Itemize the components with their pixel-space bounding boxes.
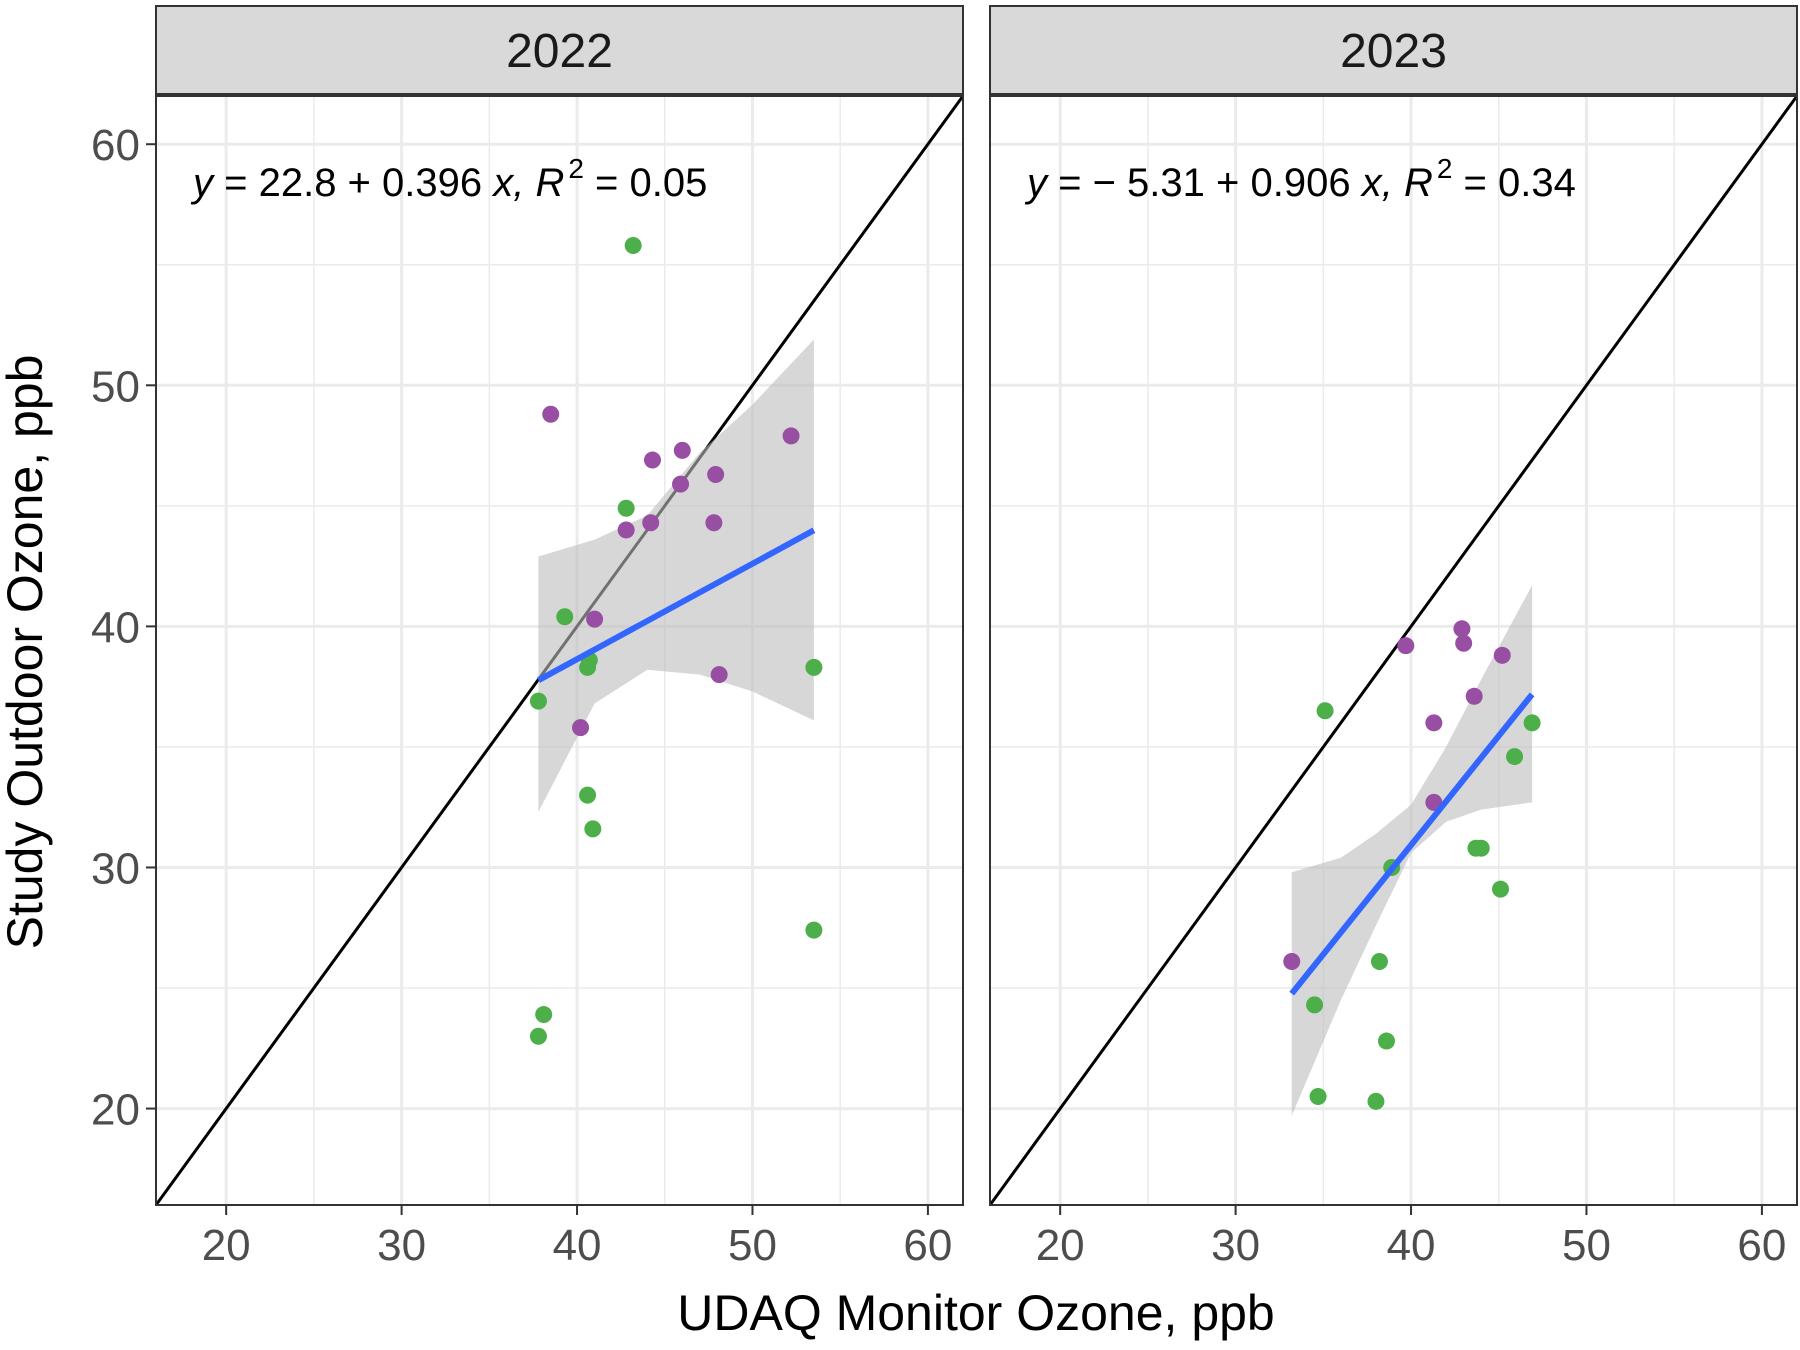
data-point-green [624, 236, 642, 254]
equation-x-var: x [491, 161, 515, 205]
data-point-purple [1493, 646, 1511, 664]
x-tick-label: 40 [553, 1221, 602, 1270]
confidence-ribbon [1291, 585, 1533, 1116]
panel-border [989, 95, 1798, 1206]
facet-strip [989, 5, 1798, 95]
facet-strip [155, 5, 964, 95]
equation-body: = 22.8 + 0.396 [213, 161, 493, 205]
y-tick-label: 50 [91, 362, 140, 411]
data-point-green [529, 1027, 547, 1045]
x-tick-label: 30 [1211, 1221, 1260, 1270]
data-point-purple [707, 466, 725, 484]
y-tick-label: 30 [91, 844, 140, 893]
facet-strip-label: 2022 [506, 25, 613, 78]
data-point-green [805, 921, 823, 939]
data-point-green [1523, 714, 1541, 732]
data-point-green [1367, 1092, 1385, 1110]
y-tick-label: 40 [91, 603, 140, 652]
facet-strip-label: 2023 [1340, 25, 1447, 78]
equation-r-label: , R [1382, 161, 1433, 205]
data-points [529, 236, 823, 1045]
x-tick-label: 60 [1737, 1221, 1786, 1270]
data-point-purple [1453, 620, 1471, 638]
data-point-green [1377, 1032, 1395, 1050]
data-point-green [1370, 953, 1388, 971]
data-point-green [579, 786, 597, 804]
equation-r-value: = 0.34 [1452, 161, 1575, 205]
data-point-green [584, 820, 602, 838]
plot-content [990, 96, 1797, 1205]
data-point-green [556, 608, 574, 626]
data-point-green [1492, 880, 1510, 898]
equation-x-var: x [1360, 161, 1384, 205]
data-point-purple [617, 521, 635, 539]
data-point-purple [542, 405, 560, 423]
data-point-purple [642, 514, 660, 532]
panel-border [155, 95, 964, 1206]
data-points [1283, 620, 1541, 1110]
data-point-purple [586, 610, 604, 628]
data-point-green [1316, 702, 1334, 720]
data-point-purple [782, 427, 800, 445]
y-axis: 20 30 40 50 60 [91, 121, 156, 1135]
data-point-green [805, 658, 823, 676]
data-point-purple [1397, 637, 1415, 655]
x-axis-title: UDAQ Monitor Ozone, ppb [677, 1285, 1275, 1341]
y-tick-label: 20 [91, 1086, 140, 1135]
data-point-purple [710, 666, 728, 684]
data-point-purple [673, 441, 691, 459]
regression-line [537, 527, 816, 683]
equation-r-superscript: 2 [568, 153, 584, 184]
confidence-ribbon [538, 339, 814, 812]
data-point-green [1306, 996, 1324, 1014]
x-tick-label: 20 [202, 1221, 251, 1270]
equation-y-var: y [190, 161, 216, 205]
data-point-green [1309, 1088, 1327, 1106]
equation-r-superscript: 2 [1437, 153, 1453, 184]
data-point-purple [643, 451, 661, 469]
data-point-purple [1425, 714, 1443, 732]
y-axis-title: Study Outdoor Ozone, ppb [0, 355, 53, 950]
regression-line [1289, 692, 1535, 996]
data-point-green [535, 1006, 553, 1024]
equation-r-label: , R [513, 161, 564, 205]
x-tick-label: 30 [377, 1221, 426, 1270]
x-tick-label: 40 [1387, 1221, 1436, 1270]
x-axis: 20 30 40 50 60 [1036, 1205, 1786, 1270]
data-point-green [1472, 839, 1490, 857]
identity-line [990, 96, 1797, 1205]
x-tick-label: 60 [903, 1221, 952, 1270]
x-tick-label: 20 [1036, 1221, 1085, 1270]
data-point-purple [1465, 687, 1483, 705]
equation-body: = − 5.31 + 0.906 [1047, 161, 1362, 205]
x-axis: 20 30 40 50 60 [202, 1205, 952, 1270]
plot-content [156, 96, 963, 1205]
data-point-green [1506, 748, 1524, 766]
y-tick-label: 60 [91, 121, 140, 170]
data-point-green [579, 658, 597, 676]
data-point-purple [572, 719, 590, 737]
data-point-purple [1455, 634, 1473, 652]
data-point-green [617, 499, 635, 517]
data-point-purple [705, 514, 723, 532]
data-point-green [529, 692, 547, 710]
data-point-purple [1283, 953, 1301, 971]
x-tick-label: 50 [728, 1221, 777, 1270]
x-tick-label: 50 [1562, 1221, 1611, 1270]
equation-y-var: y [1024, 161, 1050, 205]
equation-r-value: = 0.05 [584, 161, 707, 205]
data-point-purple [672, 475, 690, 493]
